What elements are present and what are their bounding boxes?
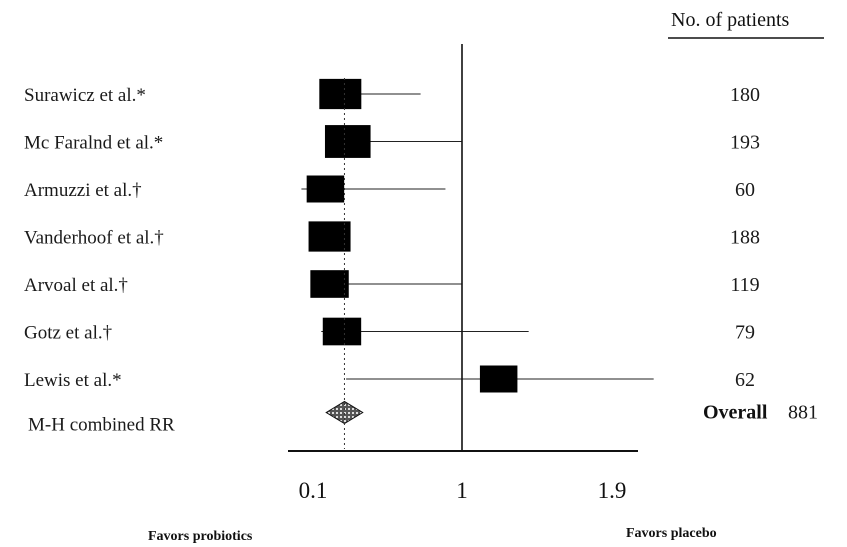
study-row: Lewis et al.* 62 (24, 365, 755, 393)
combined-diamond (325, 400, 364, 425)
study-label: Surawicz et al.* (24, 85, 146, 106)
study-row: Armuzzi et al.† 60 (24, 175, 755, 203)
effect-size-square (322, 317, 362, 346)
patient-count: 79 (735, 322, 755, 344)
study-row: Gotz et al.† 79 (24, 317, 755, 346)
overall-total: 881 (788, 402, 818, 424)
patient-count: 193 (730, 132, 760, 154)
effect-size-square (306, 175, 345, 203)
patient-count: 180 (730, 84, 760, 106)
patient-count: 60 (735, 179, 755, 201)
study-label: Lewis et al.* (24, 370, 122, 391)
effect-size-square (479, 365, 518, 393)
study-label: Vanderhoof et al.† (24, 228, 164, 249)
effect-size-square (310, 270, 349, 298)
column-header: No. of patients (668, 9, 824, 39)
combined-label: M-H combined RR (28, 415, 175, 436)
study-row: Mc Faralnd et al.* 193 (24, 125, 760, 158)
study-label: Mc Faralnd et al.* (24, 133, 163, 154)
x-tick-label: 1.9 (598, 478, 627, 503)
study-label: Arvoal et al.† (24, 275, 128, 296)
favors-left-label: Favors probiotics (148, 529, 253, 544)
study-label: Gotz et al.† (24, 323, 112, 344)
study-rows: Surawicz et al.* 180 Mc Faralnd et al.* 193… (24, 78, 818, 436)
effect-size-square (324, 125, 371, 158)
effect-size-square (319, 78, 362, 110)
column-header-title: No. of patients (671, 9, 790, 31)
study-row: Vanderhoof et al.† 188 (24, 221, 760, 252)
favors-right-label: Favors placebo (626, 526, 717, 541)
effect-size-square (308, 221, 351, 252)
favors-labels: Favors probiotics Favors placebo (148, 526, 717, 544)
overall-label: Overall (703, 402, 768, 424)
combined-row: M-H combined RR Overall 881 (28, 400, 818, 436)
study-row: Surawicz et al.* 180 (24, 78, 760, 110)
x-axis: 0.1 1 1.9 (288, 44, 638, 503)
patient-count: 188 (730, 227, 760, 249)
study-label: Armuzzi et al.† (24, 180, 142, 201)
patient-count: 62 (735, 369, 755, 391)
patient-count: 119 (730, 274, 759, 296)
study-row: Arvoal et al.† 119 (24, 270, 760, 298)
x-tick-label: 0.1 (299, 478, 328, 503)
x-tick-label: 1 (456, 478, 468, 503)
